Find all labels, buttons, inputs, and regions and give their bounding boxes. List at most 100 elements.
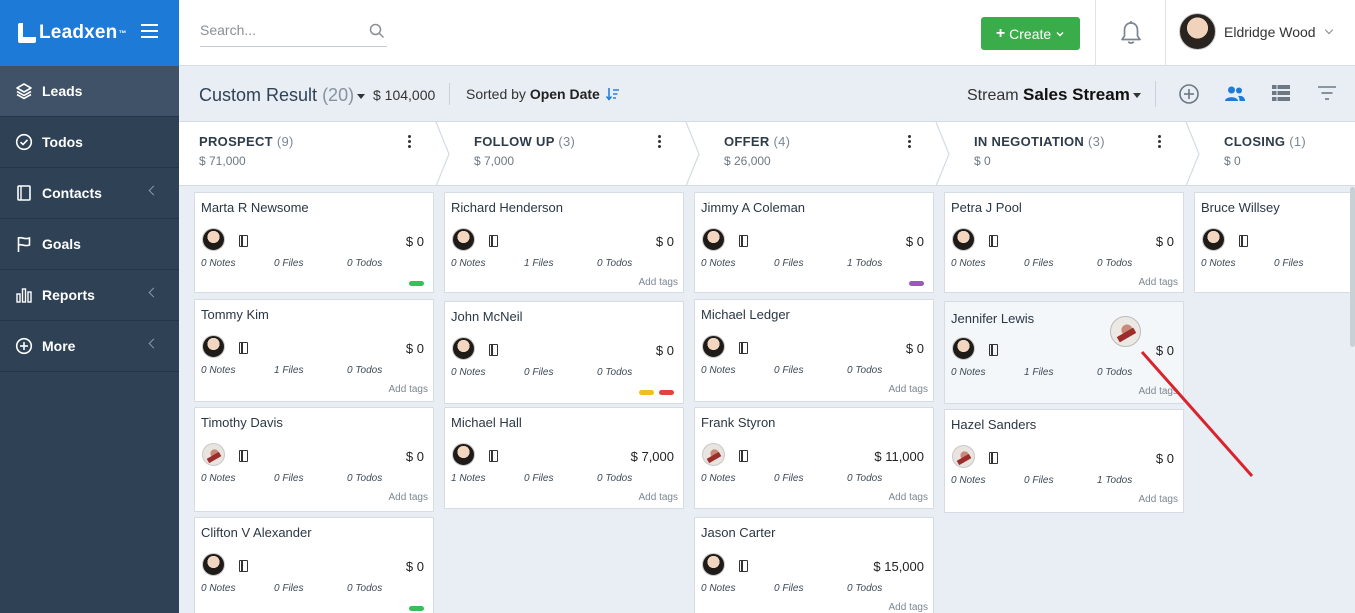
tag-pill[interactable]: [409, 606, 424, 611]
lead-card[interactable]: Bruce Willsey 0 Notes 0 Files: [1194, 192, 1354, 293]
files-count[interactable]: 0 Files: [274, 258, 304, 269]
contact-book-icon[interactable]: [1239, 235, 1248, 247]
lead-card[interactable]: Jennifer Lewis $ 0 0 Notes 1 Files 0 Todos Ad…: [944, 301, 1184, 404]
add-tags-link[interactable]: Add tags: [888, 384, 928, 395]
lead-card[interactable]: John McNeil $ 0 0 Notes 0 Files 0 Todos: [444, 301, 684, 404]
lead-name[interactable]: Hazel Sanders: [951, 417, 1037, 432]
todos-count[interactable]: 0 Todos: [347, 583, 383, 594]
avatar[interactable]: [702, 335, 725, 358]
todos-count[interactable]: 0 Todos: [1097, 367, 1133, 378]
files-count[interactable]: 0 Files: [1024, 475, 1054, 486]
tag-pill[interactable]: [639, 390, 654, 395]
notes-count[interactable]: 0 Notes: [201, 583, 236, 594]
todos-count[interactable]: 0 Todos: [847, 473, 883, 484]
notes-count[interactable]: 0 Notes: [951, 258, 986, 269]
files-count[interactable]: 0 Files: [274, 473, 304, 484]
avatar[interactable]: [702, 228, 725, 251]
notes-count[interactable]: 0 Notes: [201, 365, 236, 376]
lead-name[interactable]: Timothy Davis: [201, 415, 283, 430]
lead-card[interactable]: Marta R Newsome $ 0 0 Notes 0 Files 0 Todos: [194, 192, 434, 293]
files-count[interactable]: 1 Files: [274, 365, 304, 376]
more-vertical-icon[interactable]: [908, 135, 912, 150]
contact-book-icon[interactable]: [239, 235, 248, 247]
add-tags-link[interactable]: Add tags: [638, 277, 678, 288]
lead-card[interactable]: Hazel Sanders $ 0 0 Notes 0 Files 1 Todos Add…: [944, 409, 1184, 513]
brand-logo[interactable]: Leadxen ™: [18, 22, 127, 44]
sidebar-item-reports[interactable]: Reports: [0, 270, 179, 321]
lead-card[interactable]: Timothy Davis $ 0 0 Notes 0 Files 0 Todos Add…: [194, 407, 434, 512]
lead-name[interactable]: Jennifer Lewis: [951, 311, 1035, 326]
files-count[interactable]: 0 Files: [774, 583, 804, 594]
notes-count[interactable]: 0 Notes: [451, 367, 486, 378]
contact-book-icon[interactable]: [739, 560, 748, 572]
create-button[interactable]: + Create: [981, 17, 1080, 50]
avatar[interactable]: [702, 443, 725, 466]
lead-name[interactable]: Marta R Newsome: [201, 200, 309, 215]
files-count[interactable]: 0 Files: [1024, 258, 1054, 269]
user-menu[interactable]: Eldridge Wood: [1179, 13, 1333, 50]
add-tags-link[interactable]: Add tags: [1138, 494, 1178, 505]
contact-book-icon[interactable]: [239, 342, 248, 354]
lead-name[interactable]: Michael Hall: [451, 415, 522, 430]
stage-closing[interactable]: CLOSING (1) $ 0: [1189, 122, 1355, 185]
tag-pill[interactable]: [409, 281, 424, 286]
add-tags-link[interactable]: Add tags: [888, 602, 928, 613]
files-count[interactable]: 1 Files: [1024, 367, 1054, 378]
dragged-avatar[interactable]: [1110, 316, 1141, 347]
todos-count[interactable]: 0 Todos: [347, 258, 383, 269]
lead-name[interactable]: John McNeil: [451, 309, 523, 324]
lead-name[interactable]: Michael Ledger: [701, 307, 790, 322]
avatar[interactable]: [452, 443, 475, 466]
lead-card[interactable]: Michael Hall $ 7,000 1 Notes 0 Files 0 Todos…: [444, 407, 684, 509]
avatar[interactable]: [452, 337, 475, 360]
lead-card[interactable]: Michael Ledger $ 0 0 Notes 0 Files 0 Todos Ad…: [694, 299, 934, 402]
sidebar-item-leads[interactable]: Leads: [0, 66, 179, 117]
contact-book-icon[interactable]: [239, 560, 248, 572]
contact-book-icon[interactable]: [489, 344, 498, 356]
lead-card[interactable]: Jimmy A Coleman $ 0 0 Notes 0 Files 1 Todos: [694, 192, 934, 293]
avatar[interactable]: [952, 337, 975, 360]
notes-count[interactable]: 0 Notes: [951, 367, 986, 378]
lead-name[interactable]: Jimmy A Coleman: [701, 200, 806, 215]
files-count[interactable]: 0 Files: [774, 365, 804, 376]
add-tags-link[interactable]: Add tags: [388, 492, 428, 503]
lead-card[interactable]: Richard Henderson $ 0 0 Notes 1 Files 0 Todo…: [444, 192, 684, 293]
todos-count[interactable]: 0 Todos: [347, 365, 383, 376]
avatar[interactable]: [202, 443, 225, 466]
avatar[interactable]: [452, 228, 475, 251]
search-icon[interactable]: [369, 23, 385, 44]
avatar[interactable]: [202, 228, 225, 251]
sidebar-item-contacts[interactable]: Contacts: [0, 168, 179, 219]
todos-count[interactable]: 0 Todos: [1097, 258, 1133, 269]
add-tags-link[interactable]: Add tags: [888, 492, 928, 503]
files-count[interactable]: 0 Files: [274, 583, 304, 594]
notes-count[interactable]: 0 Notes: [451, 258, 486, 269]
add-tags-link[interactable]: Add tags: [638, 492, 678, 503]
lead-card[interactable]: Petra J Pool $ 0 0 Notes 0 Files 0 Todos Add …: [944, 192, 1184, 293]
lead-card[interactable]: Tommy Kim $ 0 0 Notes 1 Files 0 Todos Add tag…: [194, 299, 434, 402]
avatar[interactable]: [1202, 228, 1225, 251]
avatar[interactable]: [702, 553, 725, 576]
hamburger-menu-icon[interactable]: [141, 24, 158, 38]
files-count[interactable]: 0 Files: [774, 473, 804, 484]
sidebar-item-more[interactable]: More: [0, 321, 179, 372]
scrollbar[interactable]: [1350, 187, 1355, 347]
contact-book-icon[interactable]: [739, 450, 748, 462]
lead-card[interactable]: Frank Styron $ 11,000 0 Notes 0 Files 0 Todo…: [694, 407, 934, 509]
notes-count[interactable]: 0 Notes: [701, 473, 736, 484]
todos-count[interactable]: 0 Todos: [347, 473, 383, 484]
list-view-icon[interactable]: [1272, 85, 1290, 106]
files-count[interactable]: 1 Files: [524, 258, 554, 269]
contact-book-icon[interactable]: [739, 235, 748, 247]
todos-count[interactable]: 0 Todos: [597, 258, 633, 269]
notes-count[interactable]: 0 Notes: [201, 473, 236, 484]
stage-prospect[interactable]: PROSPECT (9) $ 71,000: [179, 122, 439, 185]
avatar[interactable]: [202, 335, 225, 358]
contact-book-icon[interactable]: [489, 235, 498, 247]
lead-name[interactable]: Jason Carter: [701, 525, 776, 540]
stage-in-negotiation[interactable]: IN NEGOTIATION (3) $ 0: [939, 122, 1189, 185]
users-icon[interactable]: [1224, 85, 1246, 108]
todos-count[interactable]: 0 Todos: [597, 367, 633, 378]
more-vertical-icon[interactable]: [658, 135, 662, 150]
more-vertical-icon[interactable]: [1158, 135, 1162, 150]
